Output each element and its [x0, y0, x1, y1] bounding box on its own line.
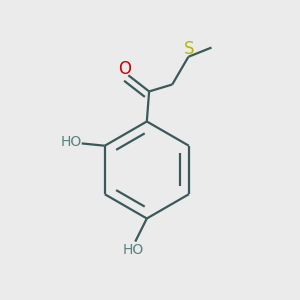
- Text: O: O: [118, 61, 131, 79]
- Text: HO: HO: [122, 243, 144, 257]
- Text: HO: HO: [61, 135, 82, 149]
- Text: S: S: [184, 40, 194, 58]
